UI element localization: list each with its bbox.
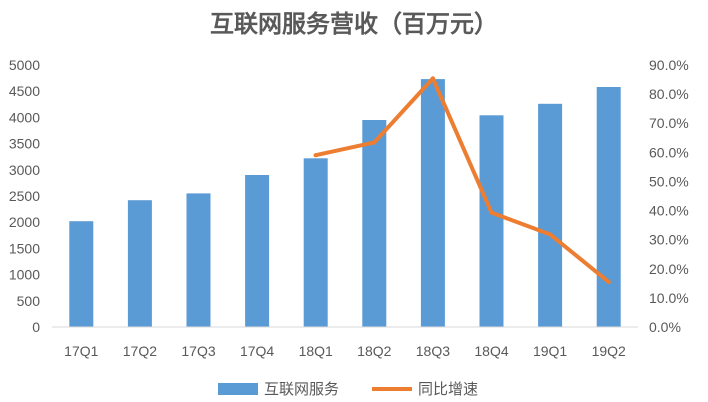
x-tick-label: 17Q2 xyxy=(123,343,157,359)
x-tick-label: 18Q3 xyxy=(416,343,450,359)
right-tick-label: 10.0% xyxy=(649,290,689,306)
x-tick-label: 18Q4 xyxy=(474,343,508,359)
right-tick-label: 50.0% xyxy=(649,173,689,189)
growth-line xyxy=(313,76,611,284)
bar-17Q2 xyxy=(127,200,152,327)
left-axis: 0 500 1000 1500 2000 2500 3000 3500 4000 4500 5000 xyxy=(9,57,40,335)
left-tick-label: 0 xyxy=(32,319,40,335)
right-tick-label: 0.0% xyxy=(649,319,681,335)
x-tick-label: 18Q1 xyxy=(299,343,333,359)
bar-17Q4 xyxy=(245,175,270,327)
growth-point-18Q4 xyxy=(489,210,494,215)
left-tick-label: 3000 xyxy=(9,162,40,178)
right-tick-label: 70.0% xyxy=(649,115,689,131)
left-tick-label: 2000 xyxy=(9,214,40,230)
x-tick-label: 17Q4 xyxy=(240,343,274,359)
bar-18Q3 xyxy=(420,79,445,327)
right-tick-label: 30.0% xyxy=(649,232,689,248)
legend-bar-swatch xyxy=(218,383,258,395)
legend-bar-label: 互联网服务 xyxy=(264,380,339,398)
right-tick-label: 60.0% xyxy=(649,144,689,160)
chart-title: 互联网服务营收（百万元） xyxy=(210,10,498,38)
bar-19Q2 xyxy=(596,87,621,327)
left-tick-label: 4000 xyxy=(9,109,40,125)
x-tick-label: 17Q3 xyxy=(181,343,215,359)
bar-18Q1 xyxy=(303,158,328,327)
x-tick-label: 19Q2 xyxy=(592,343,626,359)
right-tick-label: 90.0% xyxy=(649,57,689,73)
right-tick-label: 20.0% xyxy=(649,261,689,277)
x-tick-label: 19Q1 xyxy=(533,343,567,359)
x-tick-label: 17Q1 xyxy=(64,343,98,359)
left-tick-label: 4500 xyxy=(9,83,40,99)
left-tick-label: 2500 xyxy=(9,188,40,204)
legend: 互联网服务 同比增速 xyxy=(218,380,478,398)
x-axis: 17Q1 17Q2 17Q3 17Q4 18Q1 18Q2 18Q3 18Q4 19Q1 19Q2 xyxy=(64,343,626,359)
legend-line-label: 同比增速 xyxy=(418,380,478,398)
left-tick-label: 1000 xyxy=(9,267,40,283)
right-tick-label: 40.0% xyxy=(649,203,689,219)
line-series xyxy=(313,76,611,284)
bar-17Q3 xyxy=(186,193,211,327)
growth-point-18Q2 xyxy=(372,140,377,145)
left-tick-label: 1500 xyxy=(9,240,40,256)
bar-17Q1 xyxy=(69,221,94,327)
growth-point-19Q1 xyxy=(548,232,553,237)
left-tick-label: 3500 xyxy=(9,136,40,152)
bar-18Q4 xyxy=(479,115,504,327)
bar-series xyxy=(69,79,621,327)
left-tick-label: 5000 xyxy=(9,57,40,73)
x-tick-label: 18Q2 xyxy=(357,343,391,359)
growth-point-19Q2 xyxy=(606,279,611,284)
bar-18Q2 xyxy=(362,120,387,327)
growth-point-18Q1 xyxy=(313,153,318,158)
bar-19Q1 xyxy=(538,103,563,327)
growth-point-18Q3 xyxy=(430,76,435,81)
right-axis: 0.0% 10.0% 20.0% 30.0% 40.0% 50.0% 60.0% 70.0% 8… xyxy=(649,57,689,335)
right-tick-label: 80.0% xyxy=(649,86,689,102)
left-tick-label: 500 xyxy=(17,293,41,309)
